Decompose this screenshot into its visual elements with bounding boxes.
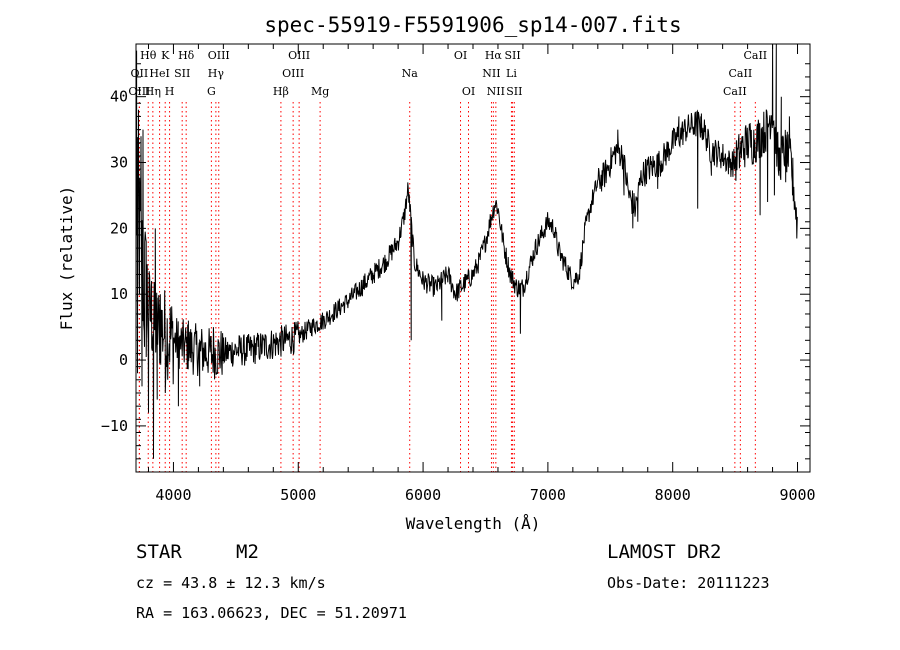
spectral-line-label: OIII	[208, 49, 230, 62]
axis-ticks: 4000 5000 6000 7000 8000 9000 −10 0 10 20 30 40	[101, 44, 816, 504]
y-tick-label: 10	[110, 285, 128, 303]
x-tick-label: 4000	[155, 486, 191, 504]
spectral-line-label: Mg	[311, 85, 329, 98]
x-tick-label: 9000	[779, 486, 815, 504]
spectral-line-label: K	[161, 49, 170, 62]
spectrum-series	[135, 43, 798, 459]
spectral-line-label: CaII	[729, 67, 753, 80]
y-axis-label: Flux (relative)	[57, 186, 76, 331]
y-tick-label: −10	[101, 417, 128, 435]
spectral-line-label: HeI	[149, 67, 169, 80]
spectral-line-label: G	[207, 85, 216, 98]
spectral-line-label: Hα	[485, 49, 503, 62]
spectral-line-label: Na	[402, 67, 419, 80]
x-tick-label: 6000	[405, 486, 441, 504]
spectral-line-label: OIII	[288, 49, 310, 62]
spectrum-line	[135, 43, 798, 459]
spectral-line-label: H	[165, 85, 175, 98]
spectral-line-label: SII	[504, 49, 520, 62]
x-tick-label: 7000	[530, 486, 566, 504]
spectral-line-label: OII	[131, 67, 149, 80]
spectral-line-label: Hβ	[273, 85, 289, 98]
spectral-line-label: NII	[482, 67, 500, 80]
spectral-line-label: CaII	[743, 49, 767, 62]
spectral-line-label: OI	[462, 85, 475, 98]
y-tick-label: 30	[110, 154, 128, 172]
x-axis-label: Wavelength (Å)	[406, 514, 541, 533]
obs-date: Obs-Date: 20111223	[607, 574, 770, 592]
spectral-line-label: Li	[506, 67, 517, 80]
chart-title: spec-55919-F5591906_sp14-007.fits	[264, 13, 681, 37]
y-tick-label: 40	[110, 88, 128, 106]
spectral-line-label: OIII	[282, 67, 304, 80]
spectral-line-label: CaII	[723, 85, 747, 98]
redshift-readout: cz = 43.8 ± 12.3 km/s	[136, 574, 326, 592]
x-tick-label: 5000	[280, 486, 316, 504]
coordinates-readout: RA = 163.06623, DEC = 51.20971	[136, 604, 407, 622]
spectral-line-label: NII	[487, 85, 505, 98]
spectral-line-label: Hη	[145, 85, 161, 98]
y-tick-label: 20	[110, 219, 128, 237]
object-subclass: M2	[236, 541, 259, 563]
spectral-line-label: OIII	[128, 85, 150, 98]
spectral-line-label: SII	[506, 85, 522, 98]
object-class: STAR	[136, 541, 182, 563]
survey-label: LAMOST DR2	[607, 541, 722, 563]
spectral-line-label: OI	[454, 49, 467, 62]
y-tick-label: 0	[119, 351, 128, 369]
spectral-line-label: SII	[174, 67, 190, 80]
spectral-line-label: Hθ	[140, 49, 157, 62]
spectral-line-label: Hγ	[208, 67, 225, 80]
x-tick-label: 8000	[655, 486, 691, 504]
plot-frame	[135, 43, 811, 473]
spectral-line-label: Hδ	[178, 49, 195, 62]
